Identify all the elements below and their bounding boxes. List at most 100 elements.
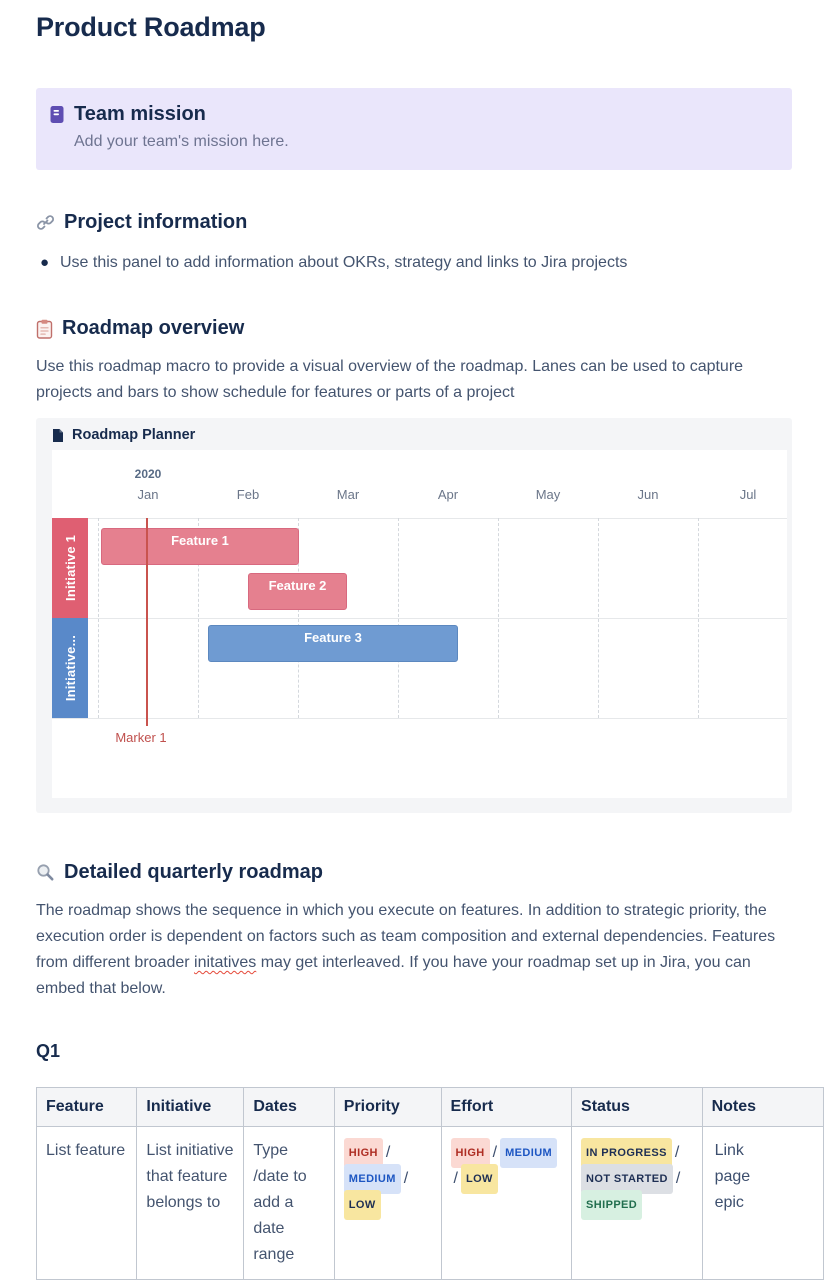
cell-notes: Link page epic (701, 1126, 824, 1280)
cell-line: epic (712, 1190, 814, 1216)
cell-feature: List feature (35, 1126, 138, 1280)
marker-label: Marker 1 (115, 730, 167, 745)
timeline-month-label: Feb (236, 487, 260, 502)
cell-text: / (403, 1170, 409, 1187)
timeline-month-label: Jan (137, 487, 159, 502)
q1-table-header-row: Feature Initiative Dates Priority Effort… (35, 1087, 824, 1127)
project-information-bullet: ● Use this panel to add information abou… (36, 250, 788, 276)
roadmap-bar-feature-1: Feature 1 (101, 528, 299, 565)
roadmap-overview-heading: Roadmap overview (36, 317, 244, 340)
cell-line: NOT STARTED / (581, 1164, 693, 1194)
roadmap-planner-title: Roadmap Planner (72, 427, 196, 443)
col-header-priority: Priority (333, 1087, 442, 1127)
lozenge-low: LOW (460, 1164, 498, 1194)
cell-text: / (675, 1170, 681, 1187)
q1-heading: Q1 (36, 1041, 61, 1061)
cell-text: / (453, 1170, 458, 1187)
cell-line: / LOW (451, 1164, 563, 1194)
marker-line (146, 518, 148, 726)
cell-dates: Type /date to add a date range (243, 1126, 335, 1280)
lozenge-medium: MEDIUM (500, 1138, 558, 1168)
lozenge-shipped: SHIPPED (581, 1190, 643, 1220)
timeline-month-label: Jun (637, 487, 659, 502)
cell-line: IN PROGRESS / (581, 1138, 693, 1168)
cell-line: MEDIUM / (343, 1164, 432, 1194)
timeline-month-label: Jul (739, 487, 757, 502)
lane-label-text: Initiative 1 (62, 535, 78, 601)
cell-text: / (674, 1144, 680, 1161)
lane-label-text: Initiative... (62, 634, 78, 702)
month-gridline (498, 518, 499, 718)
q1-table-row: List feature List initiative that featur… (35, 1126, 824, 1280)
col-header-notes: Notes (701, 1087, 824, 1127)
detailed-roadmap-title: Detailed quarterly roadmap (64, 861, 323, 883)
detailed-roadmap-paragraph: The roadmap shows the sequence in which … (36, 898, 790, 1002)
lozenge-not-started: NOT STARTED (581, 1164, 673, 1194)
timeline-month-label: May (535, 487, 561, 502)
roadmap-bar-feature-2: Feature 2 (248, 573, 347, 610)
month-gridline (98, 518, 99, 718)
detailed-roadmap-heading: Detailed quarterly roadmap (36, 861, 323, 884)
cell-line: LOW (343, 1190, 432, 1220)
col-header-status: Status (571, 1087, 703, 1127)
lane-label-2: Initiative... (52, 618, 88, 718)
cell-initiative: List initiative that feature belongs to (136, 1126, 245, 1280)
month-gridline (598, 518, 599, 718)
project-information-title: Project information (64, 211, 248, 233)
journal-icon (49, 105, 65, 124)
cell-text: / (492, 1144, 498, 1161)
team-mission-body: Add your team's mission here. (74, 133, 289, 150)
lane-divider-line (52, 718, 787, 719)
cell-text: Link (714, 1142, 744, 1159)
paragraph-text: The roadmap shows the sequence in which … (36, 902, 776, 971)
cell-effort: HIGH / MEDIUM / LOW (440, 1126, 573, 1280)
roadmap-overview-title: Roadmap overview (62, 317, 245, 339)
timeline-month-label: Apr (437, 487, 459, 502)
lozenge-medium: MEDIUM (343, 1164, 401, 1194)
col-header-effort: Effort (440, 1087, 573, 1127)
page-title: Product Roadmap (36, 12, 266, 42)
lozenge-in-progress: IN PROGRESS (581, 1138, 672, 1168)
paragraph-text: may get interleaved. If you have your ro… (36, 954, 751, 997)
lozenge-high: HIGH (343, 1138, 383, 1168)
lozenge-high: HIGH (450, 1138, 490, 1168)
roadmap-overview-paragraph: Use this roadmap macro to provide a visu… (36, 358, 744, 401)
document-icon (52, 428, 64, 443)
roadmap-bar-feature-3: Feature 3 (208, 625, 458, 662)
project-information-bullet-text: Use this panel to add information about … (60, 254, 628, 271)
lane-divider-line (52, 618, 787, 619)
timeline-year-label: 2020 (134, 467, 162, 481)
cell-text: epic (714, 1194, 744, 1211)
cell-status: IN PROGRESS / NOT STARTED / SHIPPED (571, 1126, 703, 1280)
col-header-feature: Feature (35, 1087, 138, 1127)
cell-line: SHIPPED (581, 1190, 693, 1220)
magnifier-icon (36, 863, 55, 882)
clipboard-icon (36, 319, 53, 339)
cell-text: / (385, 1144, 391, 1161)
month-gridline (298, 518, 299, 718)
cell-priority: HIGH / MEDIUM / LOW (333, 1126, 442, 1280)
cell-text: page (714, 1168, 751, 1185)
col-header-dates: Dates (243, 1087, 335, 1127)
col-header-initiative: Initiative (136, 1087, 245, 1127)
roadmap-chart: 2020 Jan Feb Mar Apr May Jun Jul Initiative 1 Ini… (52, 450, 787, 798)
month-gridline (398, 518, 399, 718)
month-gridline (698, 518, 699, 718)
cell-line: HIGH / MEDIUM (450, 1138, 563, 1168)
cell-line: page (712, 1164, 814, 1190)
month-gridline (198, 518, 199, 718)
cell-line: Link (712, 1138, 814, 1164)
cell-line: HIGH / (343, 1138, 432, 1168)
link-icon (36, 213, 55, 232)
team-mission-title: Team mission (74, 103, 206, 125)
roadmap-planner-header: Roadmap Planner (36, 418, 792, 443)
lozenge-low: LOW (343, 1190, 381, 1220)
project-information-heading: Project information (36, 211, 247, 234)
lane-label-1: Initiative 1 (52, 518, 88, 618)
timeline-month-label: Mar (336, 487, 360, 502)
bullet-dot: ● (40, 254, 50, 271)
roadmap-planner-macro: Roadmap Planner 2020 Jan Feb Mar Apr May Jun Ju… (36, 418, 792, 813)
lane-divider-line (52, 518, 787, 519)
q1-table: Feature Initiative Dates Priority Effort… (35, 1087, 824, 1280)
team-mission-panel: Team mission Add your team's mission her… (36, 88, 792, 170)
